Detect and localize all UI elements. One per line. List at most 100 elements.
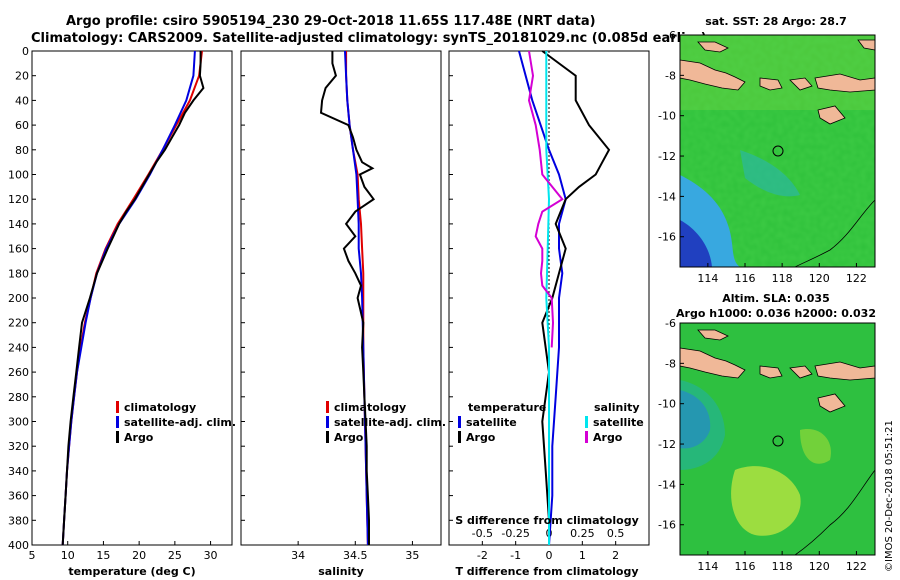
map-x-tick-label: 120	[809, 560, 830, 573]
y-tick-label: 20	[15, 70, 29, 83]
legend-label-sal-argo: Argo	[593, 431, 623, 444]
y-tick-label: 180	[8, 267, 29, 280]
legend-swatch-argo	[326, 431, 329, 443]
x-tick-label: 35	[405, 549, 419, 562]
land-madura-2	[697, 329, 729, 341]
s-diff-tick-label: 0.5	[607, 527, 625, 540]
argo-position-marker	[772, 435, 784, 447]
y-tick-label: 100	[8, 169, 29, 182]
coastline-australia-2	[794, 469, 876, 556]
salinity-panel	[240, 50, 442, 546]
y-tick-label: 360	[8, 490, 29, 503]
coastline-australia	[794, 199, 876, 268]
temperature-panel	[31, 50, 233, 546]
x-tick-label: 30	[204, 549, 218, 562]
temperature-plot: 0 20 40 60 80 100 120 140 160 180 200 220 240 260 280 3…	[8, 45, 218, 562]
s-diff-tick-label: 0.25	[570, 527, 595, 540]
map-x-tick-label: 122	[846, 560, 867, 573]
argo-position-marker	[772, 145, 784, 157]
legend-swatch-sal-satellite	[585, 416, 588, 428]
credit-text: ©IMOS 20-Dec-2018 05:51:21	[884, 420, 895, 572]
legend-label-temp-satellite: satellite	[466, 416, 517, 429]
difference-plot: -2 -1 0 1 2-0.5 -0.25 0 0.25 0.5	[449, 50, 625, 562]
series-satellite-adj	[61, 50, 196, 546]
sla-yellow-patch-2	[800, 429, 831, 464]
y-tick-label: 400	[8, 539, 29, 552]
series-salinity-argo	[527, 50, 564, 348]
land-java-2	[679, 347, 746, 379]
sst-map-title: sat. SST: 28 Argo: 28.7	[705, 15, 847, 28]
y-tick-label: 0	[22, 45, 29, 58]
series-temperature-satellite	[518, 50, 567, 546]
series-salinity-satellite	[545, 51, 551, 545]
series-argo	[319, 51, 376, 545]
legend-swatch-climatology	[326, 401, 329, 413]
series-temperature-argo	[541, 50, 611, 545]
legend-swatch-climatology	[116, 401, 119, 413]
map-y-tick-label: -6	[665, 317, 676, 330]
s-diff-tick-label: -0.25	[501, 527, 529, 540]
y-tick-label: 120	[8, 193, 29, 206]
land-sumba	[817, 105, 846, 125]
y-tick-label: 340	[8, 465, 29, 478]
y-tick-label: 60	[15, 119, 29, 132]
series-argo	[61, 51, 205, 546]
legend-swatch-temp-argo	[458, 431, 461, 443]
land-lombok	[789, 77, 813, 91]
difference-axis-label: T difference from climatology	[455, 565, 638, 578]
salinity-axis-label: salinity	[318, 565, 364, 578]
sla-teal-patch	[680, 380, 725, 470]
legend-label-temp-argo: Argo	[466, 431, 496, 444]
sla-map-axes: 114 116 118 120 122 -6 -8 -10 -12 -14 -16	[658, 317, 867, 573]
figure-title: Argo profile: csiro 5905194_230 29-Oct-2…	[66, 14, 596, 29]
sla-map-frame	[679, 322, 876, 556]
legend-label-climatology: climatology	[334, 401, 406, 414]
difference-legend: temperature satellite Argo salinity sate…	[458, 401, 644, 444]
sla-map	[679, 322, 876, 556]
legend-label-argo: Argo	[124, 431, 154, 444]
map-x-tick-label: 114	[697, 560, 718, 573]
sst-map-axes: 114 116 118 120 122 -6 -8 -10 -12 -14 -16	[658, 29, 867, 285]
salinity-legend: climatology satellite-adj. clim. Argo	[326, 401, 446, 444]
legend-title-salinity: salinity	[594, 401, 640, 414]
legend-label-argo: Argo	[334, 431, 364, 444]
x-tick-label: 15	[96, 549, 110, 562]
map-x-tick-label: 120	[809, 272, 830, 285]
legend-label-climatology: climatology	[124, 401, 196, 414]
land-java	[679, 59, 746, 91]
legend-swatch-temp-satellite	[458, 416, 461, 428]
x-tick-label: -2	[477, 549, 488, 562]
sst-cold-patch	[680, 220, 712, 267]
map-x-tick-label: 118	[772, 272, 793, 285]
legend-title-temperature: temperature	[468, 401, 546, 414]
legend-label-satellite-adj: satellite-adj. clim.	[334, 416, 446, 429]
sst-teal-patch	[740, 150, 800, 197]
y-tick-label: 380	[8, 514, 29, 527]
x-tick-label: 20	[132, 549, 146, 562]
map-y-tick-label: -8	[665, 357, 676, 370]
map-y-tick-label: -14	[658, 478, 676, 491]
map-y-tick-label: -16	[658, 231, 676, 244]
map-x-tick-label: 122	[846, 272, 867, 285]
sla-yellow-patch	[731, 466, 801, 536]
y-tick-label: 140	[8, 218, 29, 231]
y-tick-label: 300	[8, 416, 29, 429]
y-tick-label: 200	[8, 292, 29, 305]
land-madura	[697, 41, 729, 53]
legend-swatch-argo	[116, 431, 119, 443]
x-tick-label: 25	[168, 549, 182, 562]
x-tick-label: 34	[291, 549, 305, 562]
sla-map-subtitle: Argo h1000: 0.036 h2000: 0.032	[676, 307, 876, 320]
x-tick-label: 0	[546, 549, 553, 562]
map-y-tick-label: -10	[658, 398, 676, 411]
map-x-tick-label: 116	[735, 272, 756, 285]
x-tick-label: -1	[510, 549, 521, 562]
y-tick-label: 280	[8, 391, 29, 404]
x-tick-label: 2	[612, 549, 619, 562]
map-y-tick-label: -12	[658, 438, 676, 451]
land-bali-2	[759, 365, 783, 379]
y-tick-label: 160	[8, 243, 29, 256]
map-y-tick-label: -16	[658, 519, 676, 532]
temperature-legend: climatology satellite-adj. clim. Argo	[116, 401, 236, 444]
